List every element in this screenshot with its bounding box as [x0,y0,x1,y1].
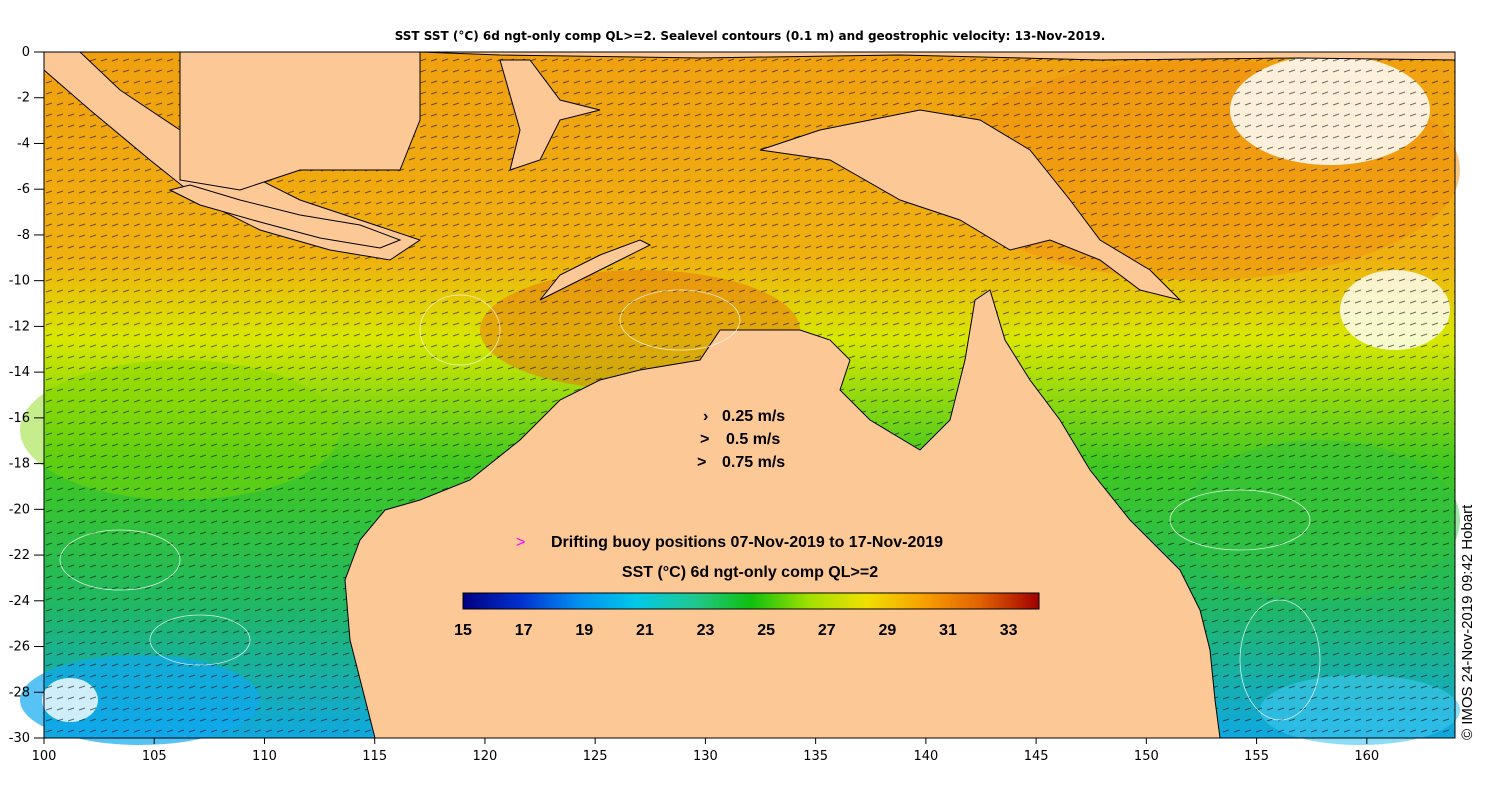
y-axis: 0 -2 -4 -6 -8 -10 -12 -14 -16 -18 -20 -22 -24 -26 -28 -… [9,45,44,746]
colorbar-scale [462,592,1040,610]
figure-title: SST SST (°C) 6d ngt-only comp QL>=2. Sea… [395,29,1106,43]
plot-area [20,51,1460,745]
contour-line [149,614,251,666]
colorbar-tick-label: 29 [879,622,897,639]
colorbar-tick-label: 23 [697,622,715,639]
colorbar-tick-label: 31 [939,622,957,639]
y-axis-tick-label: -26 [9,640,30,655]
timor-landmass [539,239,652,301]
colorbar-tick-label: 19 [575,622,593,639]
x-axis-tick-label: 105 [142,749,167,764]
colorbar: SST (°C) 6d ngt-only comp QL>=2 15 17 19 21… [454,564,1040,639]
credit-text: © IMOS 24-Nov-2019 09:42 Hobart [1459,504,1476,740]
y-axis-tick-label: -10 [9,274,30,289]
land-masses [43,51,1456,739]
x-axis: 100 105 110 115 120 125 130 135 140 145 150 155 160 [32,738,1379,764]
y-axis-tick-label: -8 [17,228,30,243]
plot-frame [43,51,1456,739]
y-axis-tick-label: -12 [9,319,30,334]
x-axis-tick-label: 145 [1024,749,1049,764]
y-axis-tick-label: -14 [9,365,30,380]
x-axis-tick-label: 125 [583,749,608,764]
velocity-legend: › 0.25 m/s > 0.5 m/s > 0.75 m/s [697,408,785,471]
y-axis-tick-label: -16 [9,411,30,426]
y-axis-tick-label: -2 [17,91,30,106]
colorbar-tick-label: 33 [1000,622,1018,639]
velocity-legend-symbol: > [697,454,706,471]
sealevel-contours [59,289,1321,721]
contour-line [419,294,501,366]
y-axis-tick-label: -30 [9,731,30,746]
contour-line [1239,599,1321,721]
y-axis-tick-label: -28 [9,685,30,700]
new-guinea-landmass [759,109,1182,301]
x-axis-tick-label: 135 [803,749,828,764]
contour-line [619,289,741,351]
velocity-legend-label: 0.75 m/s [722,454,785,471]
colorbar-ticks: 15 17 19 21 23 25 27 29 31 33 [454,622,1018,639]
colorbar-tick-label: 27 [818,622,836,639]
x-axis-tick-label: 115 [362,749,387,764]
x-axis-tick-label: 130 [693,749,718,764]
y-axis-tick-label: -20 [9,502,30,517]
x-axis-tick-label: 140 [913,749,938,764]
x-axis-tick-label: 100 [32,749,57,764]
colorbar-tick-label: 21 [636,622,654,639]
colorbar-title: SST (°C) 6d ngt-only comp QL>=2 [622,564,878,581]
buoy-legend-symbol: > [516,534,525,551]
velocity-legend-label: 0.5 m/s [726,431,780,448]
y-axis-tick-label: 0 [22,45,30,60]
x-axis-tick-label: 150 [1134,749,1159,764]
buoy-legend: > Drifting buoy positions 07-Nov-2019 to… [516,534,943,551]
velocity-legend-symbol: › [703,408,708,425]
x-axis-tick-label: 160 [1354,749,1379,764]
velocity-legend-symbol: > [700,431,709,448]
borneo-landmass [179,51,421,191]
y-axis-tick-label: -6 [17,182,30,197]
y-axis-tick-label: -24 [9,594,30,609]
x-axis-tick-label: 120 [473,749,498,764]
colorbar-tick-label: 17 [515,622,533,639]
y-axis-tick-label: -18 [9,457,30,472]
contour-line [59,529,181,591]
java-landmass [168,184,402,249]
velocity-legend-label: 0.25 m/s [722,408,785,425]
colorbar-tick-label: 25 [757,622,775,639]
sumatra-landmass [43,51,422,261]
colorbar-tick-label: 15 [454,622,472,639]
y-axis-tick-label: -4 [17,136,30,151]
buoy-legend-label: Drifting buoy positions 07-Nov-2019 to 1… [551,534,943,551]
australia-landmass [344,289,1221,739]
x-axis-tick-label: 155 [1244,749,1269,764]
y-axis-tick-label: -22 [9,548,30,563]
x-axis-tick-label: 110 [252,749,277,764]
contour-line [1169,489,1311,551]
sulawesi-landmass [499,59,601,171]
